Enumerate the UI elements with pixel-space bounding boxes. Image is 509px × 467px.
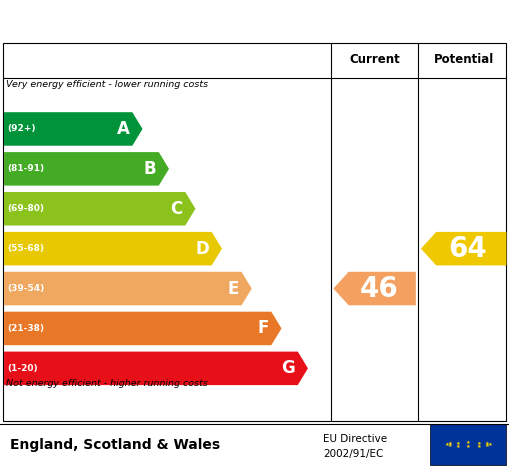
Text: B: B: [144, 160, 156, 178]
Text: ★: ★: [476, 440, 482, 446]
Text: ★: ★: [466, 440, 471, 446]
Text: Not energy efficient - higher running costs: Not energy efficient - higher running co…: [6, 379, 208, 388]
Text: C: C: [171, 200, 183, 218]
Text: ★: ★: [476, 444, 482, 449]
Polygon shape: [4, 311, 281, 345]
Polygon shape: [4, 272, 251, 305]
Text: ★: ★: [485, 441, 489, 446]
Text: Energy Efficiency Rating: Energy Efficiency Rating: [92, 8, 417, 33]
Polygon shape: [4, 192, 195, 226]
Text: A: A: [117, 120, 130, 138]
Text: Potential: Potential: [434, 53, 494, 66]
Text: F: F: [258, 319, 269, 338]
Polygon shape: [4, 112, 143, 146]
Text: (1-20): (1-20): [7, 364, 38, 373]
Text: ★: ★: [455, 440, 460, 446]
Polygon shape: [333, 272, 416, 305]
Text: ★: ★: [466, 444, 471, 449]
Text: (81-91): (81-91): [7, 164, 44, 173]
Text: (92+): (92+): [7, 125, 36, 134]
Text: 64: 64: [448, 234, 487, 262]
Text: (39-54): (39-54): [7, 284, 44, 293]
Text: 46: 46: [359, 275, 398, 303]
Text: (69-80): (69-80): [7, 204, 44, 213]
Text: ★: ★: [455, 444, 460, 449]
Text: ★: ★: [444, 442, 449, 447]
Polygon shape: [4, 152, 169, 185]
Text: 2002/91/EC: 2002/91/EC: [323, 449, 384, 459]
Text: (55-68): (55-68): [7, 244, 44, 253]
Text: G: G: [281, 359, 295, 377]
Text: E: E: [228, 280, 239, 297]
Text: ★: ★: [447, 441, 452, 446]
Text: Current: Current: [349, 53, 400, 66]
Text: EU Directive: EU Directive: [323, 434, 387, 445]
Text: England, Scotland & Wales: England, Scotland & Wales: [10, 438, 220, 452]
Polygon shape: [4, 352, 308, 385]
Polygon shape: [4, 232, 222, 265]
Text: D: D: [195, 240, 209, 258]
FancyBboxPatch shape: [430, 425, 506, 465]
Text: ★: ★: [447, 443, 452, 448]
Text: ★: ★: [485, 443, 489, 448]
Polygon shape: [421, 232, 506, 265]
Text: (21-38): (21-38): [7, 324, 44, 333]
Text: ★: ★: [487, 442, 492, 447]
Text: Very energy efficient - lower running costs: Very energy efficient - lower running co…: [6, 80, 208, 89]
